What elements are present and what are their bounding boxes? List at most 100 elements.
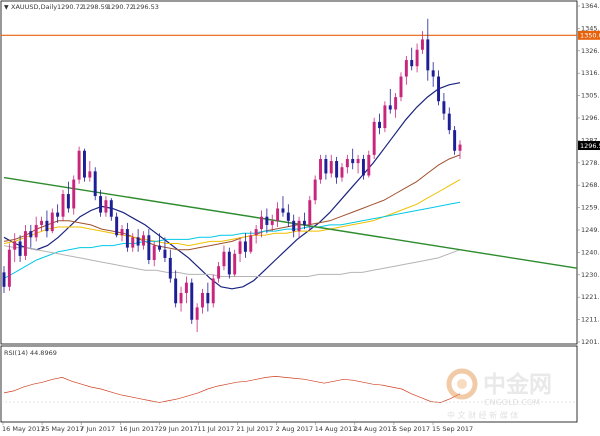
candle — [447, 107, 451, 135]
candle — [18, 235, 22, 263]
candle — [356, 154, 360, 174]
candle — [292, 214, 296, 238]
rsi-indicator-panel[interactable] — [0, 345, 578, 423]
candle — [211, 274, 215, 308]
price-axis: 1364.70 1345.35 1326.00 1316.95 1305.80 1296.… — [577, 2, 600, 346]
price-tick-label: 1364.70 — [581, 2, 600, 10]
rsi-label: RSI(14) 44.8969 — [4, 349, 57, 357]
cngold-watermark: 中金网 CNGOLD.COM 中 文 财 经 新 媒 体 — [446, 368, 552, 420]
date-tick-label: 5 Sep 2017 — [393, 425, 430, 433]
candle — [104, 196, 108, 217]
candle — [335, 156, 339, 184]
candle — [404, 55, 408, 85]
domain-text: CNGOLD.COM — [484, 398, 540, 407]
price-tick-label: 1326.00 — [581, 47, 600, 55]
candle — [147, 229, 151, 265]
current-price-label: 1296.53 — [580, 142, 600, 150]
price-tick-label: 1316.95 — [581, 69, 600, 77]
candle — [388, 88, 392, 114]
brand-text: 中金网 — [483, 371, 552, 398]
candle — [82, 148, 86, 182]
candle — [163, 237, 167, 263]
date-tick-label: 16 May 2017 — [2, 425, 44, 433]
ma-dark-blue-line — [3, 82, 461, 290]
price-tick-label: 1287.80 — [581, 136, 600, 144]
candle — [281, 196, 285, 217]
candle — [179, 286, 183, 312]
candle — [270, 214, 274, 232]
candle — [195, 303, 199, 333]
date-tick-label: 29 Jun 2017 — [158, 425, 197, 433]
candle — [99, 189, 103, 217]
candle — [345, 154, 349, 174]
price-tick-label: 1278.65 — [581, 159, 600, 167]
candle — [254, 224, 258, 244]
cngold-logo-icon — [446, 368, 478, 400]
candlestick-series — [2, 18, 462, 333]
candle — [13, 233, 17, 263]
candle — [308, 196, 312, 230]
candle — [394, 93, 398, 118]
candle — [2, 266, 6, 293]
main-chart-panel[interactable] — [0, 0, 578, 345]
candle — [378, 113, 382, 135]
candle — [61, 189, 65, 221]
ma-brown-line — [3, 154, 461, 251]
date-tick-label: 7 Jun 2017 — [80, 425, 115, 433]
candle — [233, 249, 237, 277]
candle — [319, 154, 322, 184]
candle — [324, 154, 328, 180]
candle — [442, 93, 446, 120]
ohlc-close: 1296.53 — [132, 3, 159, 11]
candle — [265, 208, 269, 234]
ohlc-open: 1290.72 — [57, 3, 84, 11]
candle — [72, 175, 76, 215]
price-tick-label: 1305.80 — [581, 92, 600, 100]
candle — [136, 229, 140, 252]
candle — [383, 101, 387, 133]
candle — [351, 148, 355, 170]
candle — [329, 154, 333, 178]
candle — [66, 181, 70, 213]
candle — [34, 216, 38, 242]
candle — [297, 216, 301, 238]
candle — [23, 224, 27, 260]
resistance-price-tag — [578, 30, 600, 40]
candle — [168, 249, 172, 283]
candle — [361, 154, 365, 180]
moving-averages-layer — [3, 82, 461, 290]
candle — [249, 231, 253, 254]
price-tick-label: 1211.40 — [581, 316, 600, 324]
candle — [302, 212, 306, 230]
candle — [109, 198, 113, 221]
price-tick-label: 1221.40 — [581, 293, 600, 301]
candle — [458, 140, 462, 159]
ohlc-low: 1290.72 — [107, 3, 134, 11]
candle — [7, 243, 11, 291]
candle — [399, 72, 403, 102]
candle — [206, 282, 210, 312]
candle — [243, 233, 247, 258]
candle — [45, 210, 49, 238]
candle — [50, 208, 54, 234]
date-tick-label: 16 Jun 2017 — [119, 425, 158, 433]
candle — [222, 245, 226, 271]
price-tick-label: 1345.35 — [581, 24, 600, 32]
price-tick-label: 1230.55 — [581, 271, 600, 279]
candle — [158, 233, 162, 252]
candle — [313, 175, 317, 205]
candle — [77, 146, 81, 184]
price-tick-label: 1201.70 — [581, 338, 600, 346]
candle — [142, 231, 145, 250]
candle — [286, 204, 290, 228]
candle — [125, 222, 129, 252]
date-tick-label: 25 May 2017 — [41, 425, 83, 433]
candle — [260, 210, 263, 238]
date-tick-label: 14 Aug 2017 — [315, 425, 357, 433]
candle — [40, 216, 44, 232]
trend-line[interactable] — [3, 176, 578, 269]
candle — [174, 270, 178, 308]
date-tick-label: 2 Aug 2017 — [276, 425, 314, 433]
price-tick-label: 1249.30 — [581, 226, 600, 234]
